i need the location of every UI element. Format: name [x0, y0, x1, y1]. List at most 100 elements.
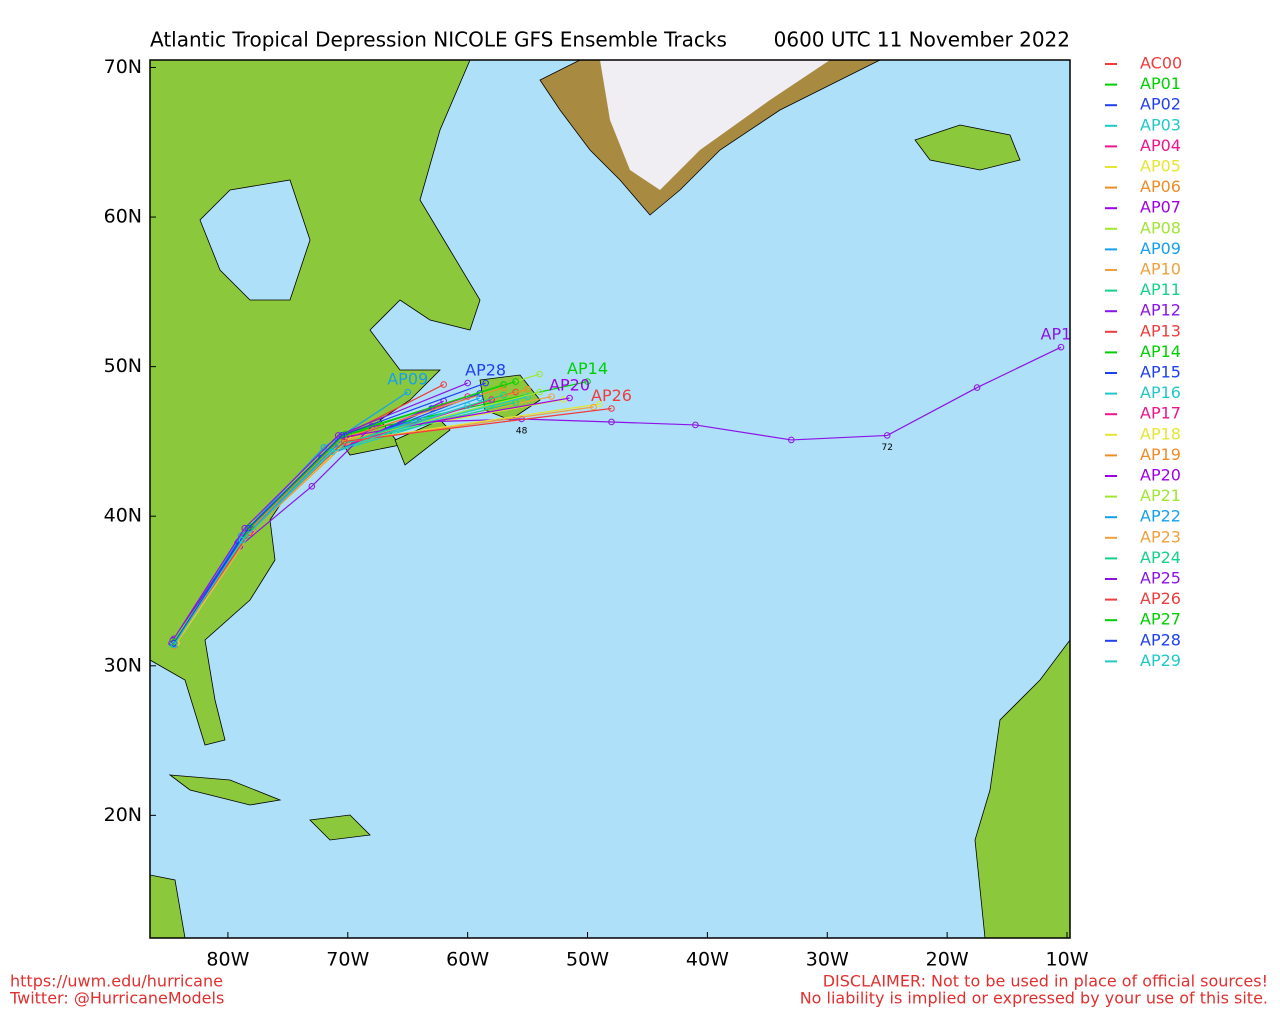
- track-point: [500, 391, 507, 399]
- x-tick-label: 10W: [1046, 949, 1089, 971]
- x-tick-label: 70W: [326, 949, 369, 971]
- track-point: [584, 378, 591, 385]
- legend-label: AP21: [1140, 486, 1181, 505]
- track-point: [338, 432, 346, 439]
- legend-label: AP07: [1140, 198, 1181, 217]
- track-end-label: AP26: [591, 386, 632, 405]
- hour-label: 72: [881, 443, 892, 453]
- track-point: [590, 403, 597, 411]
- legend-label: AP14: [1140, 342, 1181, 361]
- track: [173, 404, 468, 646]
- y-tick-label: 70N: [104, 56, 142, 78]
- track-point: [512, 378, 519, 385]
- legend-label: AP06: [1140, 177, 1181, 196]
- track-point: [524, 385, 531, 393]
- legend-label: AP13: [1140, 321, 1181, 340]
- legend-label: AP28: [1140, 630, 1181, 649]
- footer-right: No liability is implied or expressed by …: [800, 989, 1268, 1008]
- africa: [974, 639, 1070, 938]
- y-tick-label: 60N: [104, 206, 142, 228]
- track-point: [536, 388, 543, 396]
- track-point: [404, 388, 412, 396]
- land-layer: [150, 60, 1070, 938]
- track-point: [524, 393, 531, 400]
- track-point: [308, 482, 316, 490]
- legend-label: AP19: [1140, 445, 1181, 464]
- legend-label: AP03: [1140, 115, 1181, 134]
- track-point: [692, 421, 699, 429]
- legend-label: AP25: [1140, 569, 1181, 588]
- legend-label: AP18: [1140, 424, 1181, 443]
- legend-label: AP12: [1140, 301, 1181, 320]
- iceland: [914, 124, 1021, 171]
- track: [174, 406, 594, 644]
- track-point: [788, 436, 795, 444]
- track-point: [476, 394, 483, 402]
- hudson-bay: [199, 179, 311, 301]
- legend-label: AP05: [1140, 157, 1181, 176]
- hispaniola: [309, 814, 371, 841]
- track-point: [440, 381, 447, 388]
- legend-label: AP10: [1140, 260, 1181, 279]
- track-end-label: AP12: [1041, 325, 1082, 344]
- track-end-label: AP09: [387, 370, 428, 389]
- track-point: [170, 641, 178, 649]
- legend-label: AP20: [1140, 466, 1181, 485]
- legend-label: AP11: [1140, 280, 1181, 299]
- track-point: [548, 393, 555, 400]
- legend-label: AP02: [1140, 95, 1181, 114]
- y-tick-label: 40N: [104, 505, 142, 527]
- hour-label: 48: [516, 426, 528, 436]
- track-point: [340, 438, 348, 445]
- x-tick-label: 60W: [446, 949, 489, 971]
- date: 0600 UTC 11 November 2022: [774, 28, 1070, 52]
- track-point: [342, 430, 349, 438]
- footer-right: DISCLAIMER: Not to be used in place of o…: [823, 972, 1268, 991]
- x-tick-label: 50W: [566, 949, 609, 971]
- south-america: [150, 874, 186, 938]
- track-end-label: AP14: [567, 359, 608, 378]
- track: [173, 346, 1062, 640]
- track-point: [608, 418, 615, 426]
- x-tick-label: 30W: [806, 949, 849, 971]
- legend-label: AP01: [1140, 74, 1181, 93]
- legend-label: AP24: [1140, 548, 1181, 567]
- ice-cap: [600, 60, 830, 190]
- y-tick-label: 20N: [104, 804, 142, 826]
- track-point: [566, 394, 573, 402]
- footer-left: https://uwm.edu/hurricane: [10, 972, 223, 991]
- title: Atlantic Tropical Depression NICOLE GFS …: [150, 28, 727, 52]
- legend-label: AP16: [1140, 383, 1181, 402]
- track-point: [608, 405, 615, 412]
- legend-label: AP08: [1140, 218, 1181, 237]
- track-point: [482, 379, 489, 387]
- track: [172, 382, 468, 641]
- legend-label: AP09: [1140, 239, 1181, 258]
- nova-scotia: [394, 419, 451, 466]
- x-tick-label: 20W: [926, 949, 969, 971]
- map-frame: [149, 59, 1071, 939]
- track-point: [328, 448, 336, 456]
- legend-label: AP17: [1140, 404, 1181, 423]
- track-end-label: AP28: [465, 361, 506, 380]
- x-tick-label: 80W: [206, 949, 249, 971]
- legend-label: AP27: [1140, 610, 1181, 629]
- y-tick-label: 30N: [104, 654, 142, 676]
- track-point: [464, 402, 471, 409]
- cuba: [168, 774, 282, 806]
- legend-label: AP26: [1140, 589, 1181, 608]
- track-point: [464, 379, 471, 387]
- track: [173, 382, 486, 644]
- legend-label: AP15: [1140, 363, 1181, 382]
- footer-left: Twitter: @HurricaneModels: [9, 989, 224, 1008]
- legend-label: AC00: [1140, 54, 1182, 73]
- legend-label: AP22: [1140, 507, 1181, 526]
- track-point: [973, 384, 981, 391]
- track-point: [244, 524, 252, 532]
- x-tick-label: 40W: [686, 949, 729, 971]
- legend-label: AP23: [1140, 527, 1181, 546]
- legend-label: AP29: [1140, 651, 1181, 670]
- track-point: [238, 536, 246, 544]
